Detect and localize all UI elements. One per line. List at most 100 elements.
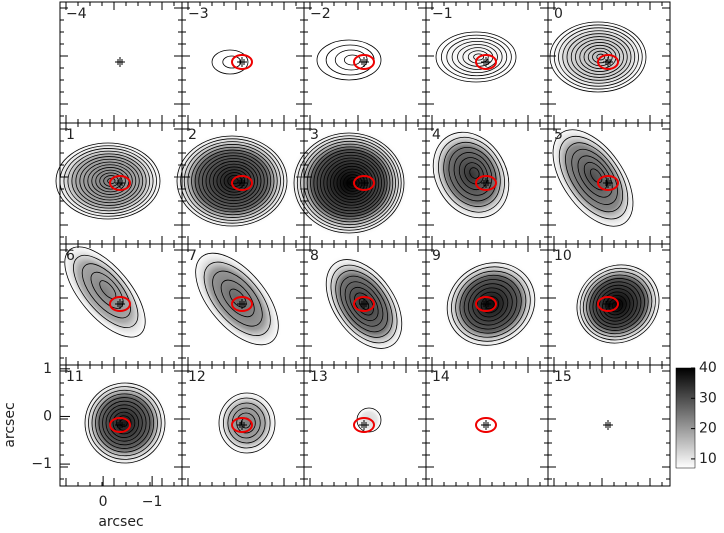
panel: −2	[303, 1, 427, 124]
contour	[176, 135, 288, 227]
contour	[562, 30, 636, 84]
contour	[95, 169, 126, 193]
panel-label: 3	[310, 127, 319, 143]
contour	[451, 40, 503, 74]
contour	[552, 129, 634, 227]
contour	[459, 274, 522, 334]
contour	[446, 37, 508, 77]
contour	[579, 267, 656, 341]
intensity	[429, 128, 513, 222]
panel: 7	[181, 243, 305, 366]
contour	[472, 287, 509, 322]
x-tick-label: −1	[142, 494, 163, 510]
contour	[453, 152, 493, 196]
source-marker	[109, 296, 131, 312]
panel-label: 13	[310, 369, 328, 385]
contour	[566, 33, 632, 81]
panel: 4	[425, 122, 549, 245]
y-tick-label: −1	[31, 456, 52, 472]
contour	[598, 288, 634, 322]
cross	[115, 57, 125, 67]
contour	[590, 168, 603, 184]
contour	[195, 252, 279, 346]
source-marker	[109, 417, 131, 433]
cross	[237, 420, 247, 430]
contour	[435, 31, 517, 83]
cross	[115, 299, 125, 309]
contour	[343, 54, 361, 66]
contour	[88, 386, 162, 460]
contour	[446, 262, 536, 346]
intensity	[545, 18, 651, 96]
contour	[325, 259, 403, 349]
contour	[180, 138, 285, 224]
contour	[553, 24, 643, 90]
source-marker	[231, 296, 253, 312]
contour	[457, 44, 498, 70]
source-marker	[231, 175, 253, 191]
panel: 3	[288, 122, 427, 245]
colorbar-tick-label: 40	[699, 360, 717, 376]
intensity	[216, 390, 278, 456]
contour	[464, 162, 484, 185]
y-axis-label: arcsec	[2, 402, 18, 447]
panel-label: 9	[432, 248, 441, 264]
contour	[95, 393, 155, 453]
contour	[469, 167, 480, 179]
contour	[229, 288, 247, 308]
contour	[64, 246, 146, 338]
contour	[565, 142, 624, 213]
cross	[115, 178, 125, 188]
source-marker	[231, 54, 253, 70]
source-marker	[353, 417, 375, 433]
contour	[589, 278, 645, 331]
panel: 15	[547, 364, 671, 487]
intensity	[60, 242, 150, 342]
source-marker	[475, 175, 497, 191]
contour	[209, 160, 259, 202]
contour	[558, 27, 639, 87]
contour	[223, 172, 246, 190]
contour	[198, 152, 268, 210]
contour	[98, 397, 151, 449]
contour	[300, 138, 399, 228]
contour	[63, 148, 154, 214]
panel: 1	[50, 122, 183, 245]
panel: 2	[171, 122, 305, 245]
contour	[227, 402, 266, 444]
contour	[112, 411, 136, 435]
contour	[75, 156, 144, 206]
contour	[201, 155, 265, 207]
contour	[306, 143, 394, 223]
contour	[582, 271, 653, 338]
contour	[549, 21, 647, 93]
source-marker	[475, 54, 497, 70]
contour	[320, 154, 382, 212]
panel: −1	[425, 1, 549, 124]
contour	[443, 141, 501, 207]
panel-label: −1	[432, 6, 453, 22]
source-marker	[597, 54, 619, 70]
contour	[349, 179, 357, 187]
contour	[194, 149, 272, 213]
source-marker	[109, 175, 131, 191]
cross	[603, 299, 613, 309]
source-marker	[353, 296, 375, 312]
panel-label: 4	[432, 127, 441, 143]
contour	[211, 49, 249, 75]
contour	[571, 148, 618, 205]
cross	[237, 299, 247, 309]
contour	[183, 141, 281, 221]
x-tick-label: 0	[99, 494, 108, 510]
panel-label: 0	[554, 6, 563, 22]
contour	[592, 281, 642, 328]
contour	[473, 53, 485, 61]
panel-label: 7	[188, 248, 197, 264]
contour	[608, 298, 624, 313]
panel: 13	[303, 364, 427, 487]
cross	[603, 178, 613, 188]
contour	[339, 275, 389, 333]
contour	[191, 146, 275, 216]
cross	[603, 420, 613, 430]
